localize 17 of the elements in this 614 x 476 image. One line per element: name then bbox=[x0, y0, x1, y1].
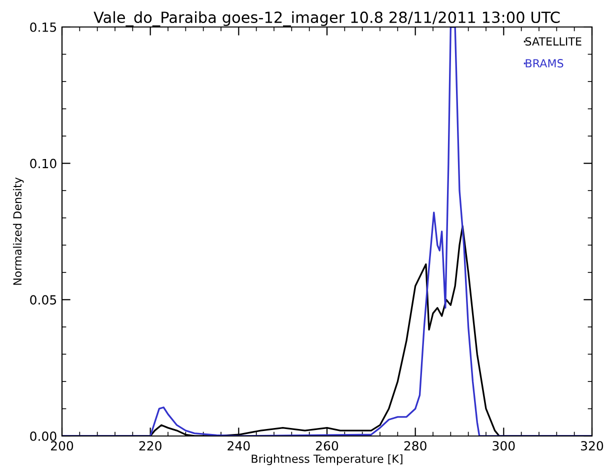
x-tick-label: 280 bbox=[404, 441, 426, 451]
y-tick-label: 0.10 bbox=[30, 158, 56, 168]
x-tick-label: 240 bbox=[228, 441, 250, 451]
line-series bbox=[62, 27, 592, 436]
y-tick-label: 0.15 bbox=[30, 22, 56, 32]
x-tick-label: 220 bbox=[139, 441, 162, 451]
x-tick-label: 300 bbox=[492, 441, 515, 451]
x-tick-label: 200 bbox=[50, 441, 74, 451]
legend-label: SATELLITE bbox=[525, 37, 582, 46]
x-tick-label: 260 bbox=[316, 441, 338, 451]
y-tick-label: 0.05 bbox=[30, 295, 56, 305]
y-axis-title: Normalized Density bbox=[13, 177, 24, 285]
y-tick-label: 0.00 bbox=[30, 431, 56, 441]
legend-label: BRAMS bbox=[526, 59, 564, 68]
x-tick-label: 320 bbox=[581, 441, 604, 451]
x-axis-title: Brightness Temperature [K] bbox=[252, 454, 402, 466]
chart-title: Vale_do_Paraiba goes-12_imager 10.8 28/11/2011 13:00 UTC bbox=[94, 11, 560, 26]
